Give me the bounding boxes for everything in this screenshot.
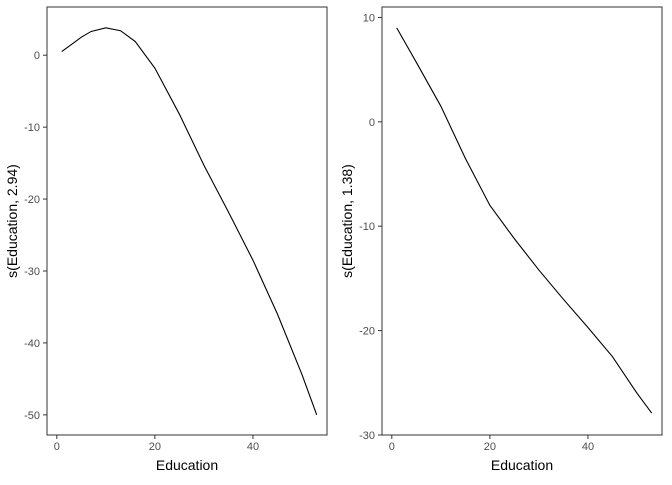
- y-tick-label: -50: [24, 410, 40, 422]
- y-tick-label: -10: [359, 221, 375, 233]
- y-tick-label: -10: [24, 122, 40, 134]
- plot-border: [381, 6, 663, 436]
- y-tick-label: -30: [24, 266, 40, 278]
- x-tick-label: 0: [54, 441, 60, 453]
- y-tick-label: 10: [363, 12, 375, 24]
- x-tick-label: 40: [582, 441, 594, 453]
- x-tick-label: 20: [484, 441, 496, 453]
- x-tick-label: 20: [149, 441, 161, 453]
- x-axis-title: Education: [156, 457, 218, 473]
- x-tick-label: 40: [247, 441, 259, 453]
- y-tick-label: -20: [24, 194, 40, 206]
- y-tick-label: -30: [359, 430, 375, 442]
- plot-border: [46, 6, 328, 436]
- y-axis-title: s(Education, 1.38): [339, 164, 355, 278]
- x-tick-label: 0: [389, 441, 395, 453]
- y-tick-label: -40: [24, 338, 40, 350]
- y-tick-label: -20: [359, 326, 375, 338]
- line: [61, 27, 318, 416]
- line: [396, 27, 653, 414]
- y-axis-title: s(Education, 2.94): [4, 164, 20, 278]
- x-axis-title: Education: [491, 457, 553, 473]
- y-tick-label: 0: [34, 50, 40, 62]
- y-tick-label: 0: [369, 117, 375, 129]
